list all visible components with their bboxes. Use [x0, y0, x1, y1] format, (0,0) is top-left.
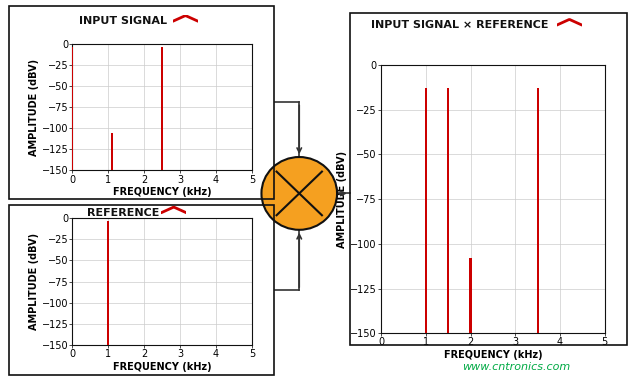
- Ellipse shape: [261, 157, 337, 230]
- Text: INPUT SIGNAL: INPUT SIGNAL: [79, 16, 167, 26]
- Bar: [537, 88, 539, 333]
- Bar: [469, 258, 472, 333]
- Bar: [111, 133, 113, 170]
- X-axis label: FREQUENCY (kHz): FREQUENCY (kHz): [113, 187, 212, 197]
- X-axis label: FREQUENCY (kHz): FREQUENCY (kHz): [444, 350, 542, 360]
- Y-axis label: AMPLITUDE (dBV): AMPLITUDE (dBV): [29, 59, 39, 156]
- Y-axis label: AMPLITUDE (dBV): AMPLITUDE (dBV): [29, 233, 39, 330]
- Bar: [72, 47, 73, 170]
- X-axis label: FREQUENCY (kHz): FREQUENCY (kHz): [113, 362, 212, 372]
- Y-axis label: AMPLITUDE (dBV): AMPLITUDE (dBV): [338, 151, 348, 248]
- Bar: [161, 47, 163, 170]
- Text: www.cntronics.com: www.cntronics.com: [462, 362, 571, 372]
- Text: INPUT SIGNAL × REFERENCE: INPUT SIGNAL × REFERENCE: [371, 20, 549, 30]
- Bar: [108, 221, 109, 345]
- Bar: [447, 88, 449, 333]
- Text: REFERENCE: REFERENCE: [87, 208, 159, 218]
- Bar: [425, 88, 427, 333]
